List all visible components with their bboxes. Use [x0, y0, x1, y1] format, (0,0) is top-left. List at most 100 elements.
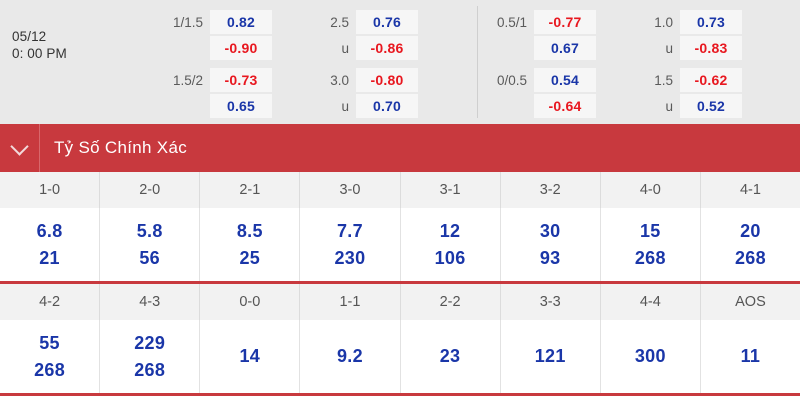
odds-value[interactable]: 0.52	[680, 94, 742, 118]
score-value-row: 6.8 21 5.8 56 8.5 25 7.7 230 12 106 30 9…	[0, 208, 800, 281]
odds-block: 1.0 0.73 u -0.83	[636, 10, 742, 60]
odds-group-divider	[477, 6, 478, 118]
odds-key: 0/0.5	[496, 72, 527, 88]
score-value: 300	[634, 346, 666, 366]
score-header-cell: 4-0	[601, 172, 701, 208]
score-value: 268	[134, 359, 166, 380]
score-value-cell[interactable]: 7.7 230	[300, 208, 401, 281]
odds-key: 1/1.5	[172, 14, 203, 30]
score-value-cell[interactable]: 30 93	[501, 208, 601, 281]
odds-line[interactable]: -0.90	[166, 36, 272, 60]
score-value: 268	[734, 247, 766, 268]
odds-value[interactable]: 0.67	[534, 36, 596, 60]
score-value-cell[interactable]: 12 106	[401, 208, 501, 281]
odds-block: 0.5/1 -0.77 0.67	[490, 10, 596, 60]
odds-block: 0/0.5 0.54 -0.64	[490, 68, 596, 118]
score-value: 230	[334, 247, 366, 268]
score-header-cell: 1-0	[0, 172, 101, 208]
odds-line[interactable]: 1.5 -0.62	[636, 68, 742, 92]
odds-line[interactable]: 2.5 0.76	[312, 10, 418, 34]
odds-line[interactable]: u 0.70	[312, 94, 418, 118]
score-value-cell[interactable]: 8.5 25	[200, 208, 301, 281]
score-header-cell: 1-1	[300, 284, 401, 320]
match-datetime: 05/12 0: 00 PM	[12, 28, 67, 62]
odds-value[interactable]: 0.82	[210, 10, 272, 34]
odds-line[interactable]: 1/1.5 0.82	[166, 10, 272, 34]
odds-block: 3.0 -0.80 u 0.70	[312, 68, 418, 118]
score-header-cell: 4-3	[100, 284, 201, 320]
score-value-cell[interactable]: 229 268	[100, 320, 201, 393]
odds-value[interactable]: -0.90	[210, 36, 272, 60]
score-value: 56	[139, 247, 160, 268]
score-value: 15	[640, 220, 661, 241]
odds-value[interactable]: -0.86	[356, 36, 418, 60]
score-value: 8.5	[236, 220, 263, 241]
score-value-cell[interactable]: 23	[401, 320, 501, 393]
score-value-cell[interactable]: 6.8 21	[0, 208, 101, 281]
score-header-cell: 0-0	[200, 284, 301, 320]
odds-line[interactable]: 1.0 0.73	[636, 10, 742, 34]
score-header-cell: AOS	[735, 294, 766, 310]
odds-panel: 05/12 0: 00 PM 1/1.5 0.82 -0.90 1.5/2 -0…	[0, 0, 800, 124]
odds-line[interactable]: 1.5/2 -0.73	[166, 68, 272, 92]
score-value: 55	[39, 332, 60, 353]
score-header-cell: 4-4	[601, 284, 701, 320]
score-value-cell[interactable]: 300	[601, 320, 701, 393]
odds-line[interactable]: 3.0 -0.80	[312, 68, 418, 92]
odds-line[interactable]: u -0.83	[636, 36, 742, 60]
score-row-block: 4-2 4-3 0-0 1-1 2-2 3-3 4-4 AOS 55 268 2…	[0, 284, 800, 396]
odds-value[interactable]: -0.80	[356, 68, 418, 92]
score-value-cell[interactable]: 9.2	[300, 320, 401, 393]
score-header-row: 4-2 4-3 0-0 1-1 2-2 3-3 4-4 AOS	[0, 284, 800, 320]
odds-key: 2.5	[330, 14, 349, 30]
odds-line[interactable]: u 0.52	[636, 94, 742, 118]
score-value-cell[interactable]: 15 268	[601, 208, 701, 281]
score-value-cell[interactable]: 121	[501, 320, 601, 393]
score-value-cell[interactable]: 5.8 56	[100, 208, 201, 281]
odds-key: 1.5	[654, 72, 673, 88]
odds-value[interactable]: -0.62	[680, 68, 742, 92]
score-value-cell[interactable]: 20 268	[701, 208, 800, 281]
score-header-cell: 4-2	[0, 284, 101, 320]
collapse-toggle-button[interactable]	[0, 124, 40, 172]
odds-value[interactable]: 0.65	[210, 94, 272, 118]
odds-line[interactable]: 0.67	[490, 36, 596, 60]
score-header-cell: 3-2	[501, 172, 601, 208]
odds-line[interactable]: 0.5/1 -0.77	[490, 10, 596, 34]
correct-score-table: 1-0 2-0 2-1 3-0 3-1 3-2 4-0 4-1 6.8 21 5…	[0, 172, 800, 396]
score-value: 229	[134, 332, 166, 353]
odds-line[interactable]: 0/0.5 0.54	[490, 68, 596, 92]
score-value: 23	[439, 346, 461, 366]
score-header-cell: 2-0	[100, 172, 201, 208]
score-row-block: 1-0 2-0 2-1 3-0 3-1 3-2 4-0 4-1 6.8 21 5…	[0, 172, 800, 284]
score-header-cell: 3-0	[300, 172, 401, 208]
odds-value[interactable]: 0.54	[534, 68, 596, 92]
score-value: 14	[239, 346, 261, 366]
correct-score-section-header[interactable]: Tỷ Số Chính Xác	[0, 124, 800, 172]
score-value-cell[interactable]: 55 268	[0, 320, 101, 393]
match-time-value: 0: 00 PM	[12, 46, 67, 61]
score-value-row: 55 268 229 268 14 9.2 23 121 300	[0, 320, 800, 393]
odds-key: u	[341, 40, 349, 56]
odds-line[interactable]: 0.65	[166, 94, 272, 118]
odds-value[interactable]: -0.64	[534, 94, 596, 118]
score-value: 25	[239, 247, 261, 268]
odds-block: 1/1.5 0.82 -0.90	[166, 10, 272, 60]
odds-value[interactable]: 0.73	[680, 10, 742, 34]
odds-line[interactable]: -0.64	[490, 94, 596, 118]
odds-value[interactable]: 0.76	[356, 10, 418, 34]
score-header-cell: 3-3	[501, 284, 601, 320]
odds-key: u	[341, 98, 349, 114]
odds-value[interactable]: 0.70	[356, 94, 418, 118]
odds-key: 3.0	[330, 72, 349, 88]
odds-key: 0.5/1	[496, 14, 527, 30]
odds-value[interactable]: -0.73	[210, 68, 272, 92]
score-value-cell[interactable]: 11	[701, 320, 800, 393]
odds-value[interactable]: -0.83	[680, 36, 742, 60]
score-value-cell[interactable]: 14	[200, 320, 301, 393]
match-date: 05/12	[12, 29, 47, 44]
odds-key: 1.0	[654, 14, 673, 30]
score-value: 12	[439, 220, 461, 241]
odds-line[interactable]: u -0.86	[312, 36, 418, 60]
odds-value[interactable]: -0.77	[534, 10, 596, 34]
